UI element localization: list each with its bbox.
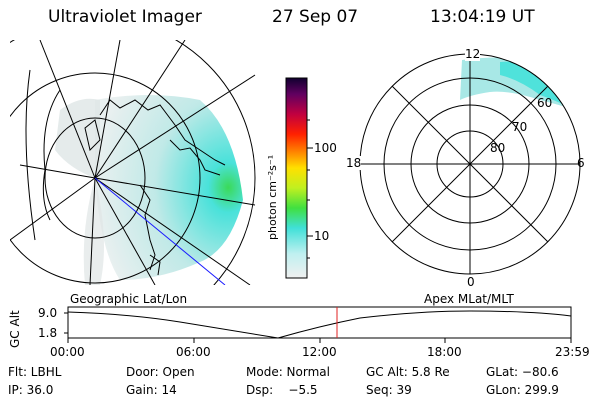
timeline-xtick-1800: 18:00 — [427, 345, 462, 359]
mlt-label-18: 18 — [346, 156, 362, 170]
info-ip: IP: 36.0 — [8, 383, 54, 397]
colorbar-tick-100: 100 — [314, 141, 337, 155]
info-door: Door: Open — [126, 365, 195, 379]
info-gc-alt: GC Alt: 5.8 Re — [366, 365, 450, 379]
uv-image-region — [95, 95, 243, 280]
info-seq: Seq: 39 — [366, 383, 412, 397]
timeline-right-title: Apex MLat/MLT — [424, 292, 514, 306]
altitude-curve — [67, 310, 572, 339]
mlt-label-12: 12 — [465, 47, 481, 61]
mlat-label-60: 60 — [537, 96, 553, 110]
info-mode: Mode: Normal — [246, 365, 330, 379]
timeline-ytick-9: 9.0 — [38, 306, 58, 320]
time-label: 13:04:19 UT — [430, 7, 535, 27]
info-dsp: Dsp: −5.5 — [246, 383, 318, 397]
info-gain: Gain: 14 — [126, 383, 177, 397]
timeline-ytick-1-8: 1.8 — [38, 326, 58, 340]
timeline-xtick-0600: 06:00 — [176, 345, 211, 359]
timeline-xtick-0000: 00:00 — [50, 345, 85, 359]
mlt-label-6: 6 — [577, 156, 585, 170]
info-filter: Flt: LBHL — [8, 365, 62, 379]
timeline-xtick-2359: 23:59 — [555, 345, 590, 359]
colorbar-tick-10: 10 — [314, 229, 330, 243]
mlat-label-80: 80 — [490, 141, 506, 155]
mlat-label-70: 70 — [512, 120, 528, 134]
instrument-title: Ultraviolet Imager — [48, 7, 202, 27]
date-label: 27 Sep 07 — [272, 7, 359, 27]
timeline-left-title: Geographic Lat/Lon — [70, 292, 188, 306]
info-glat: GLat: −80.6 — [486, 365, 559, 379]
mlt-label-0: 0 — [467, 275, 475, 289]
timeline-xtick-1200: 12:00 — [302, 345, 337, 359]
info-glon: GLon: 299.9 — [486, 383, 559, 397]
orbit-track — [94, 177, 226, 285]
